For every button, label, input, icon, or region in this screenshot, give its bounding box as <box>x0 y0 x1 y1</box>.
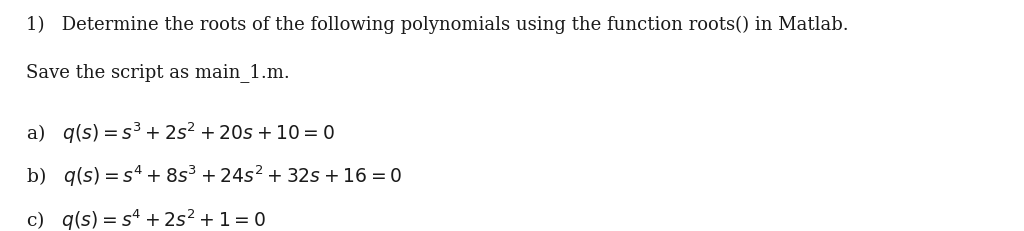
Text: Save the script as main_1.m.: Save the script as main_1.m. <box>26 62 290 81</box>
Text: b)   $q(s) = s^4 + 8s^3 + 24s^2 + 32s + 16 = 0$: b) $q(s) = s^4 + 8s^3 + 24s^2 + 32s + 16… <box>26 163 401 188</box>
Text: c)   $q(s) = s^4 + 2s^2 + 1 = 0$: c) $q(s) = s^4 + 2s^2 + 1 = 0$ <box>26 207 265 231</box>
Text: 1)   Determine the roots of the following polynomials using the function roots(): 1) Determine the roots of the following … <box>26 16 848 34</box>
Text: a)   $q(s) = s^3 + 2s^2 + 20s + 10 = 0$: a) $q(s) = s^3 + 2s^2 + 20s + 10 = 0$ <box>26 120 335 146</box>
